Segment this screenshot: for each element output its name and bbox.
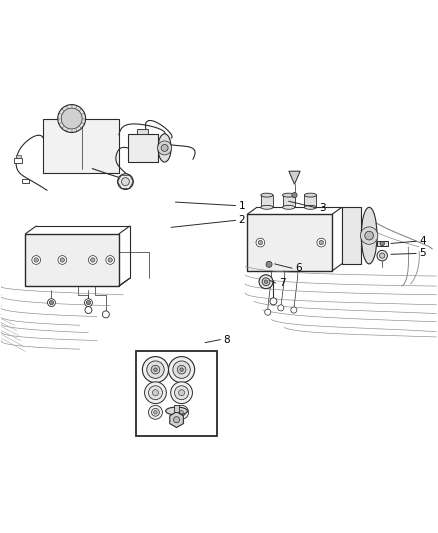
Ellipse shape xyxy=(283,205,295,209)
Bar xyxy=(137,128,148,134)
Text: 5: 5 xyxy=(419,248,426,259)
Circle shape xyxy=(180,368,184,372)
Circle shape xyxy=(60,258,64,262)
Circle shape xyxy=(85,298,92,306)
Ellipse shape xyxy=(261,205,273,209)
Bar xyxy=(174,405,179,412)
Bar xyxy=(342,207,361,264)
Circle shape xyxy=(145,382,166,403)
Circle shape xyxy=(317,238,325,247)
Circle shape xyxy=(270,298,277,305)
Circle shape xyxy=(360,227,378,244)
Circle shape xyxy=(173,417,180,423)
Bar xyxy=(304,195,317,207)
Bar xyxy=(16,155,21,158)
Bar xyxy=(136,351,217,436)
Circle shape xyxy=(380,253,385,258)
Bar xyxy=(247,214,332,271)
Circle shape xyxy=(152,390,159,396)
Circle shape xyxy=(121,177,129,185)
Ellipse shape xyxy=(304,205,317,209)
Circle shape xyxy=(258,240,262,245)
Circle shape xyxy=(158,141,172,155)
Circle shape xyxy=(319,240,323,245)
Circle shape xyxy=(142,357,169,383)
Circle shape xyxy=(58,256,67,264)
Text: 6: 6 xyxy=(295,263,302,273)
Circle shape xyxy=(177,365,186,374)
Circle shape xyxy=(175,386,188,400)
Circle shape xyxy=(34,258,39,262)
Circle shape xyxy=(256,238,265,247)
Bar xyxy=(25,234,119,286)
Circle shape xyxy=(380,241,385,246)
Circle shape xyxy=(262,278,270,286)
Circle shape xyxy=(47,298,55,306)
Bar xyxy=(14,158,22,164)
Text: 2: 2 xyxy=(239,215,245,225)
Circle shape xyxy=(291,307,297,313)
Circle shape xyxy=(108,258,113,262)
Circle shape xyxy=(175,405,188,419)
Text: 4: 4 xyxy=(419,236,426,246)
Bar xyxy=(261,195,273,207)
Circle shape xyxy=(152,408,159,416)
Circle shape xyxy=(259,275,273,289)
Ellipse shape xyxy=(261,193,273,197)
Circle shape xyxy=(173,361,190,378)
Circle shape xyxy=(148,405,162,419)
Circle shape xyxy=(265,309,271,315)
Bar xyxy=(43,118,119,173)
Circle shape xyxy=(171,382,192,403)
Circle shape xyxy=(88,256,97,264)
Circle shape xyxy=(32,256,41,264)
Ellipse shape xyxy=(283,193,295,197)
Circle shape xyxy=(365,231,374,240)
Circle shape xyxy=(154,410,157,414)
Ellipse shape xyxy=(361,207,377,264)
Text: 7: 7 xyxy=(279,278,285,288)
Circle shape xyxy=(178,408,185,416)
Circle shape xyxy=(179,390,185,396)
Circle shape xyxy=(106,256,115,264)
Bar xyxy=(283,195,295,207)
Bar xyxy=(377,241,388,246)
Circle shape xyxy=(58,104,85,133)
Circle shape xyxy=(117,174,133,189)
Circle shape xyxy=(154,368,157,372)
Circle shape xyxy=(266,261,272,268)
Text: 3: 3 xyxy=(319,203,326,213)
Text: 1: 1 xyxy=(239,200,245,211)
Circle shape xyxy=(292,192,297,198)
Ellipse shape xyxy=(304,193,317,197)
Polygon shape xyxy=(170,412,184,427)
Circle shape xyxy=(147,361,164,378)
Circle shape xyxy=(180,410,184,414)
Circle shape xyxy=(91,258,95,262)
Circle shape xyxy=(86,301,91,305)
Circle shape xyxy=(49,301,53,305)
Ellipse shape xyxy=(166,407,187,415)
Ellipse shape xyxy=(158,134,171,162)
Circle shape xyxy=(151,365,160,374)
Circle shape xyxy=(278,305,284,311)
Text: 8: 8 xyxy=(223,335,230,345)
Circle shape xyxy=(61,108,82,129)
Circle shape xyxy=(148,386,162,400)
Polygon shape xyxy=(289,171,300,184)
Circle shape xyxy=(377,251,388,261)
Circle shape xyxy=(102,311,110,318)
Circle shape xyxy=(169,357,194,383)
Bar xyxy=(22,179,29,183)
Circle shape xyxy=(85,306,92,313)
Bar xyxy=(127,134,158,162)
Circle shape xyxy=(264,280,268,284)
Circle shape xyxy=(161,144,168,151)
